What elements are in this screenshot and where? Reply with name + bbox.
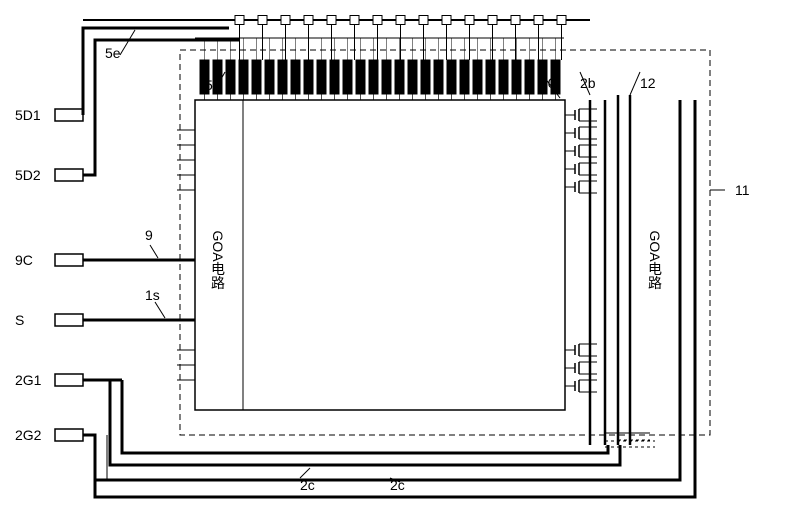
svg-text:2G2: 2G2 xyxy=(15,427,42,443)
svg-text:2G1: 2G1 xyxy=(15,372,42,388)
svg-text:2c: 2c xyxy=(390,477,405,493)
svg-text:9: 9 xyxy=(145,227,153,243)
svg-text:5d: 5d xyxy=(205,77,221,93)
svg-text:10: 10 xyxy=(540,75,556,91)
svg-text:1s: 1s xyxy=(145,287,160,303)
svg-text:5e: 5e xyxy=(105,45,121,61)
svg-text:S: S xyxy=(15,312,24,328)
svg-text:2c: 2c xyxy=(300,477,315,493)
svg-text:2b: 2b xyxy=(580,75,596,91)
svg-text:9C: 9C xyxy=(15,252,33,268)
svg-text:GOA电路: GOA电路 xyxy=(210,230,226,289)
svg-text:5D2: 5D2 xyxy=(15,167,41,183)
svg-text:5D1: 5D1 xyxy=(15,107,41,123)
svg-text:GOA电路: GOA电路 xyxy=(647,230,663,289)
circuit-diagram: GOA电路 GOA电路 5D1 5D2 9C S 2G1 2G2 5e 5d 9 1s 2c 2c 10 2b… xyxy=(0,0,800,516)
svg-text:11: 11 xyxy=(735,182,750,198)
svg-text:12: 12 xyxy=(640,75,656,91)
